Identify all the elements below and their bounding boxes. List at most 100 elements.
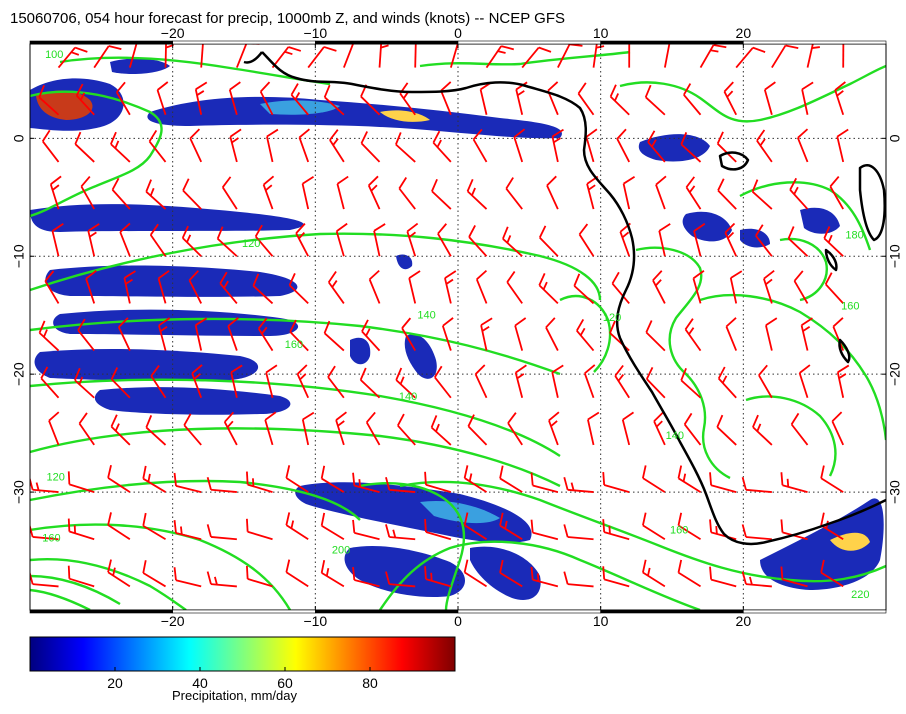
contour-line-11 <box>379 540 701 610</box>
wind-barb-263 <box>385 571 416 588</box>
wind-barb-40 <box>644 84 666 116</box>
axis-band-bottom-5 <box>743 609 887 614</box>
contour-line-7 <box>30 557 187 610</box>
wind-barb-60 <box>551 128 564 163</box>
wind-barb-243 <box>499 512 523 541</box>
contour-line-20 <box>779 237 828 302</box>
wind-barb-244 <box>530 519 559 541</box>
wind-barb-176 <box>583 364 596 399</box>
contour-label-4: 140 <box>399 391 417 403</box>
contour-line-10 <box>399 480 886 583</box>
wind-barb-234 <box>173 520 202 541</box>
precip-north-top <box>110 58 170 74</box>
map-grid <box>30 44 886 610</box>
wind-barb-235 <box>206 524 237 541</box>
wind-barb-141 <box>158 317 171 351</box>
wind-barb-79 <box>398 177 416 210</box>
wind-barb-1 <box>93 45 122 69</box>
wind-barb-146 <box>323 320 345 352</box>
wind-barb-95 <box>149 223 167 257</box>
wind-barb-73 <box>182 178 202 210</box>
wind-barb-131 <box>611 271 630 304</box>
wind-barb-239 <box>352 519 380 541</box>
wind-barb-43 <box>763 81 776 115</box>
wind-barb-122 <box>288 273 309 305</box>
wind-barb-87 <box>685 176 702 210</box>
precip-midocean-3 <box>396 254 413 270</box>
wind-barb-0 <box>57 46 88 69</box>
contour-label-2: 140 <box>417 310 435 322</box>
wind-barb-237 <box>285 512 309 541</box>
axis-band-bottom-3 <box>457 609 601 614</box>
wind-barb-199 <box>587 411 600 446</box>
wind-barb-81 <box>466 178 488 210</box>
contour-label-11: 120 <box>47 471 65 483</box>
wind-barb-224 <box>642 465 666 493</box>
wind-barb-13 <box>521 46 552 69</box>
wind-barb-44 <box>801 81 814 115</box>
x-tick-top-1: −10 <box>303 25 327 41</box>
precip-trade-band-2 <box>45 265 298 297</box>
wind-barb-188 <box>183 413 202 446</box>
wind-barb-195 <box>430 415 452 446</box>
wind-barb-273 <box>741 571 772 588</box>
precip-southern-storm-core <box>420 500 500 524</box>
precip-southern-storm-3 <box>470 546 541 600</box>
wind-barb-272 <box>709 566 737 588</box>
wind-barb-257 <box>173 567 202 588</box>
wind-barb-189 <box>223 411 238 446</box>
wind-barb-210 <box>142 465 166 493</box>
contour-label-9: 160 <box>841 300 859 312</box>
wind-barb-256 <box>142 560 166 588</box>
wind-barb-162 <box>74 367 95 399</box>
contour-line-8 <box>30 574 121 606</box>
wind-barb-30 <box>290 83 309 116</box>
wind-barb-77 <box>336 175 349 210</box>
wind-barb-98 <box>254 224 274 257</box>
coastline-north <box>243 51 263 64</box>
wind-barb-241 <box>424 518 452 541</box>
wind-barb-112 <box>755 224 773 257</box>
wind-barb-173 <box>474 364 488 399</box>
wind-barb-132 <box>652 270 666 304</box>
wind-barb-225 <box>677 465 702 493</box>
wind-barb-264 <box>424 566 452 588</box>
wind-barb-114 <box>823 226 844 257</box>
wind-barb-268 <box>563 571 594 588</box>
wind-barb-137 <box>824 272 844 305</box>
wind-barb-164 <box>150 365 167 399</box>
wind-barb-115 <box>44 270 60 304</box>
wind-barb-8 <box>343 44 367 68</box>
y-tick-left-2: −20 <box>11 362 27 386</box>
wind-barb-144 <box>257 317 274 352</box>
wind-barb-142 <box>194 317 208 351</box>
colorbar-tick-0: 20 <box>107 675 123 691</box>
wind-barb-139 <box>77 318 95 352</box>
x-tick-top-2: 0 <box>454 25 462 41</box>
wind-barb-170 <box>359 367 381 399</box>
wind-barb-38 <box>577 82 595 116</box>
wind-barb-57 <box>432 130 452 163</box>
wind-barb-49 <box>148 129 167 163</box>
wind-barb-109 <box>658 223 671 257</box>
precip-southern-storm <box>295 482 532 543</box>
contour-line-18 <box>739 181 872 251</box>
contour-line-19 <box>745 395 837 477</box>
wind-barb-113 <box>787 226 809 257</box>
wind-barb-191 <box>301 411 315 446</box>
precip-midocean-1 <box>350 337 371 365</box>
wind-barb-159 <box>800 317 813 351</box>
wind-barb-2 <box>128 44 138 68</box>
contour-line-4 <box>30 427 561 488</box>
wind-barb-34 <box>440 81 452 116</box>
wind-barb-89 <box>751 179 773 210</box>
wind-barb-85 <box>622 175 636 210</box>
wind-barb-47 <box>74 131 95 163</box>
wind-barb-155 <box>645 320 666 352</box>
x-tick-bottom-0: −20 <box>161 613 185 629</box>
wind-barb-205 <box>790 412 809 446</box>
wind-barb-253 <box>30 571 59 588</box>
wind-barb-42 <box>723 81 738 116</box>
axis-band-top-5 <box>743 40 887 45</box>
